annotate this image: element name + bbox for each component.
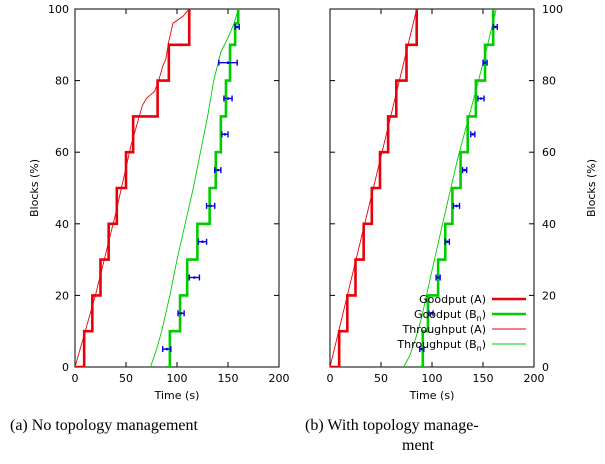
error-bar-point <box>226 61 230 64</box>
y-tick-label: 40 <box>542 218 556 231</box>
x-axis-label: Time (s) <box>154 389 200 402</box>
error-bar-point <box>193 276 196 279</box>
y-axis-label: Blocks (%) <box>28 159 41 217</box>
error-bar-point <box>226 97 230 100</box>
error-bar-point <box>201 240 204 243</box>
error-bar-point <box>483 61 487 64</box>
y-tick-label: 0 <box>542 361 549 374</box>
y-axis-label: Blocks (%) <box>585 159 598 217</box>
x-tick-label: 0 <box>327 372 334 385</box>
series-throughput-b-n-line <box>150 9 239 367</box>
error-bar-point <box>165 347 169 351</box>
x-tick-label: 50 <box>374 372 388 385</box>
error-bar-point <box>479 97 483 100</box>
y-tick-label: 20 <box>542 289 556 302</box>
y-tick-label: 60 <box>55 146 69 159</box>
plot-area <box>330 9 498 367</box>
y-tick-label: 100 <box>542 3 563 16</box>
y-tick-label: 80 <box>55 75 69 88</box>
series-throughput-b-n-line <box>403 9 497 367</box>
y-tick-label: 100 <box>48 3 69 16</box>
y-tick-label: 0 <box>62 361 69 374</box>
error-bar-point <box>463 168 466 172</box>
x-tick-label: 100 <box>422 372 443 385</box>
caption-a: (a) No topology management <box>10 417 198 434</box>
series-throughput-a-line <box>330 9 418 367</box>
y-tick-label: 80 <box>542 75 556 88</box>
x-tick-label: 50 <box>119 372 133 385</box>
legend-label: Goodput (A) <box>419 293 486 306</box>
error-bar-point <box>420 347 424 351</box>
series-goodput-a-line <box>75 9 191 367</box>
caption-b-line2: ment <box>402 437 434 454</box>
error-bar-point <box>446 240 449 243</box>
y-tick-label: 40 <box>55 218 69 231</box>
legend-label: Throughput (A) <box>402 323 487 336</box>
error-bar-point <box>235 25 239 29</box>
plot-area <box>75 9 240 367</box>
error-bar-point <box>455 204 458 208</box>
y-tick-label: 20 <box>55 289 69 302</box>
series-goodput-b-n-line <box>166 9 240 367</box>
error-bar-point <box>471 133 475 136</box>
legend: Goodput (A) Goodput (Bn)Throughput (A) Thr… <box>396 293 526 353</box>
x-tick-label: 150 <box>218 372 239 385</box>
legend-label: Goodput (Bn) <box>414 308 486 323</box>
series-goodput-a-line <box>330 9 418 367</box>
series-goodput-b-n-line <box>419 9 495 367</box>
error-bar-point <box>216 168 220 172</box>
error-bar-point <box>493 25 497 29</box>
x-tick-label: 200 <box>269 372 290 385</box>
x-tick-label: 0 <box>72 372 79 385</box>
error-bar-point <box>209 204 212 208</box>
x-tick-label: 200 <box>524 372 545 385</box>
error-bar-point <box>436 276 440 279</box>
error-bar-point <box>179 312 183 315</box>
legend-label: Throughput (Bn) <box>396 338 486 353</box>
y-tick-label: 60 <box>542 146 556 159</box>
error-bar-point <box>223 133 227 136</box>
x-tick-label: 150 <box>473 372 494 385</box>
caption-b-line1: (b) With topology manage- <box>305 417 479 434</box>
plot-frame <box>74 8 280 368</box>
chart-panel-a: 0 50 100 150 200 0 20 40 60 80 100 Time (s) Blocks (… <box>28 3 290 402</box>
series-throughput-a-line <box>75 9 190 367</box>
x-tick-label: 100 <box>167 372 188 385</box>
x-axis-label: Time (s) <box>409 389 455 402</box>
error-bar-point <box>429 312 433 315</box>
